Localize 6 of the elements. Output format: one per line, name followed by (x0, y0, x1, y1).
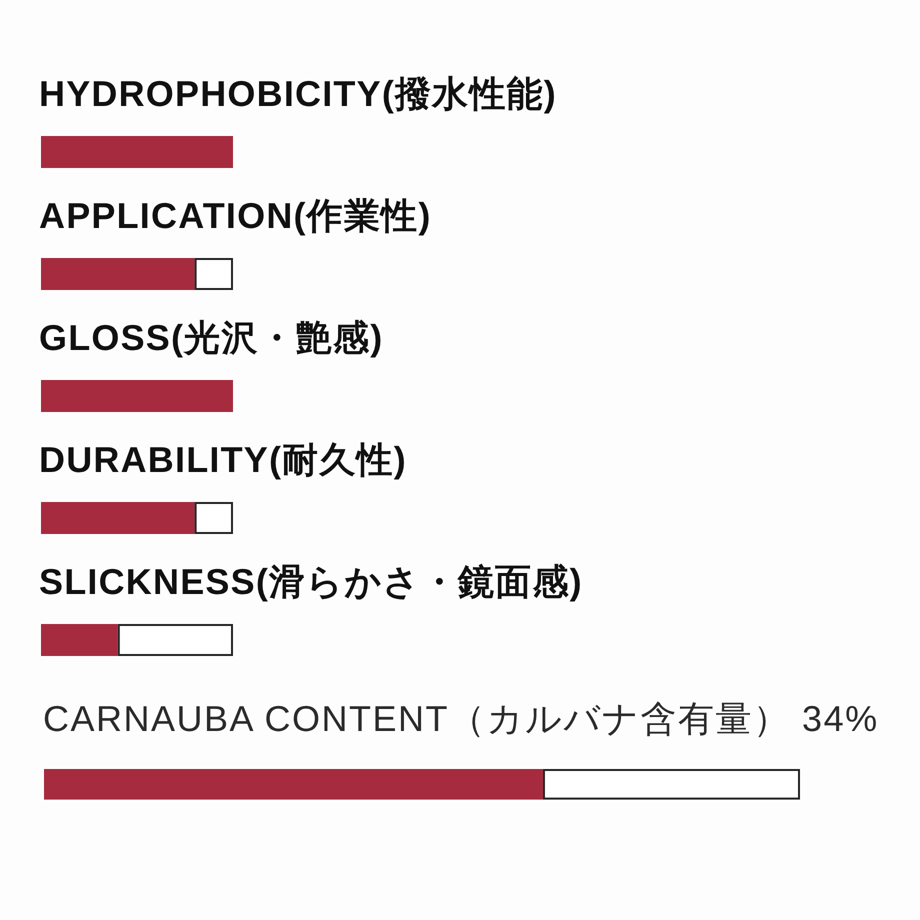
y-tick-label: SLICKNESS(滑らかさ・鏡面感) (39, 561, 583, 602)
y-tick-label: DURABILITY(耐久性) (39, 439, 407, 480)
y-tick-label: HYDROPHOBICITY(撥水性能) (39, 73, 557, 114)
y-tick-label: APPLICATION(作業性) (39, 195, 432, 236)
chart-title: CARNAUBA CONTENT（カルバナ含有量） 34% (43, 698, 879, 739)
y-tick-label: GLOSS(光沢・艶感) (39, 317, 384, 358)
